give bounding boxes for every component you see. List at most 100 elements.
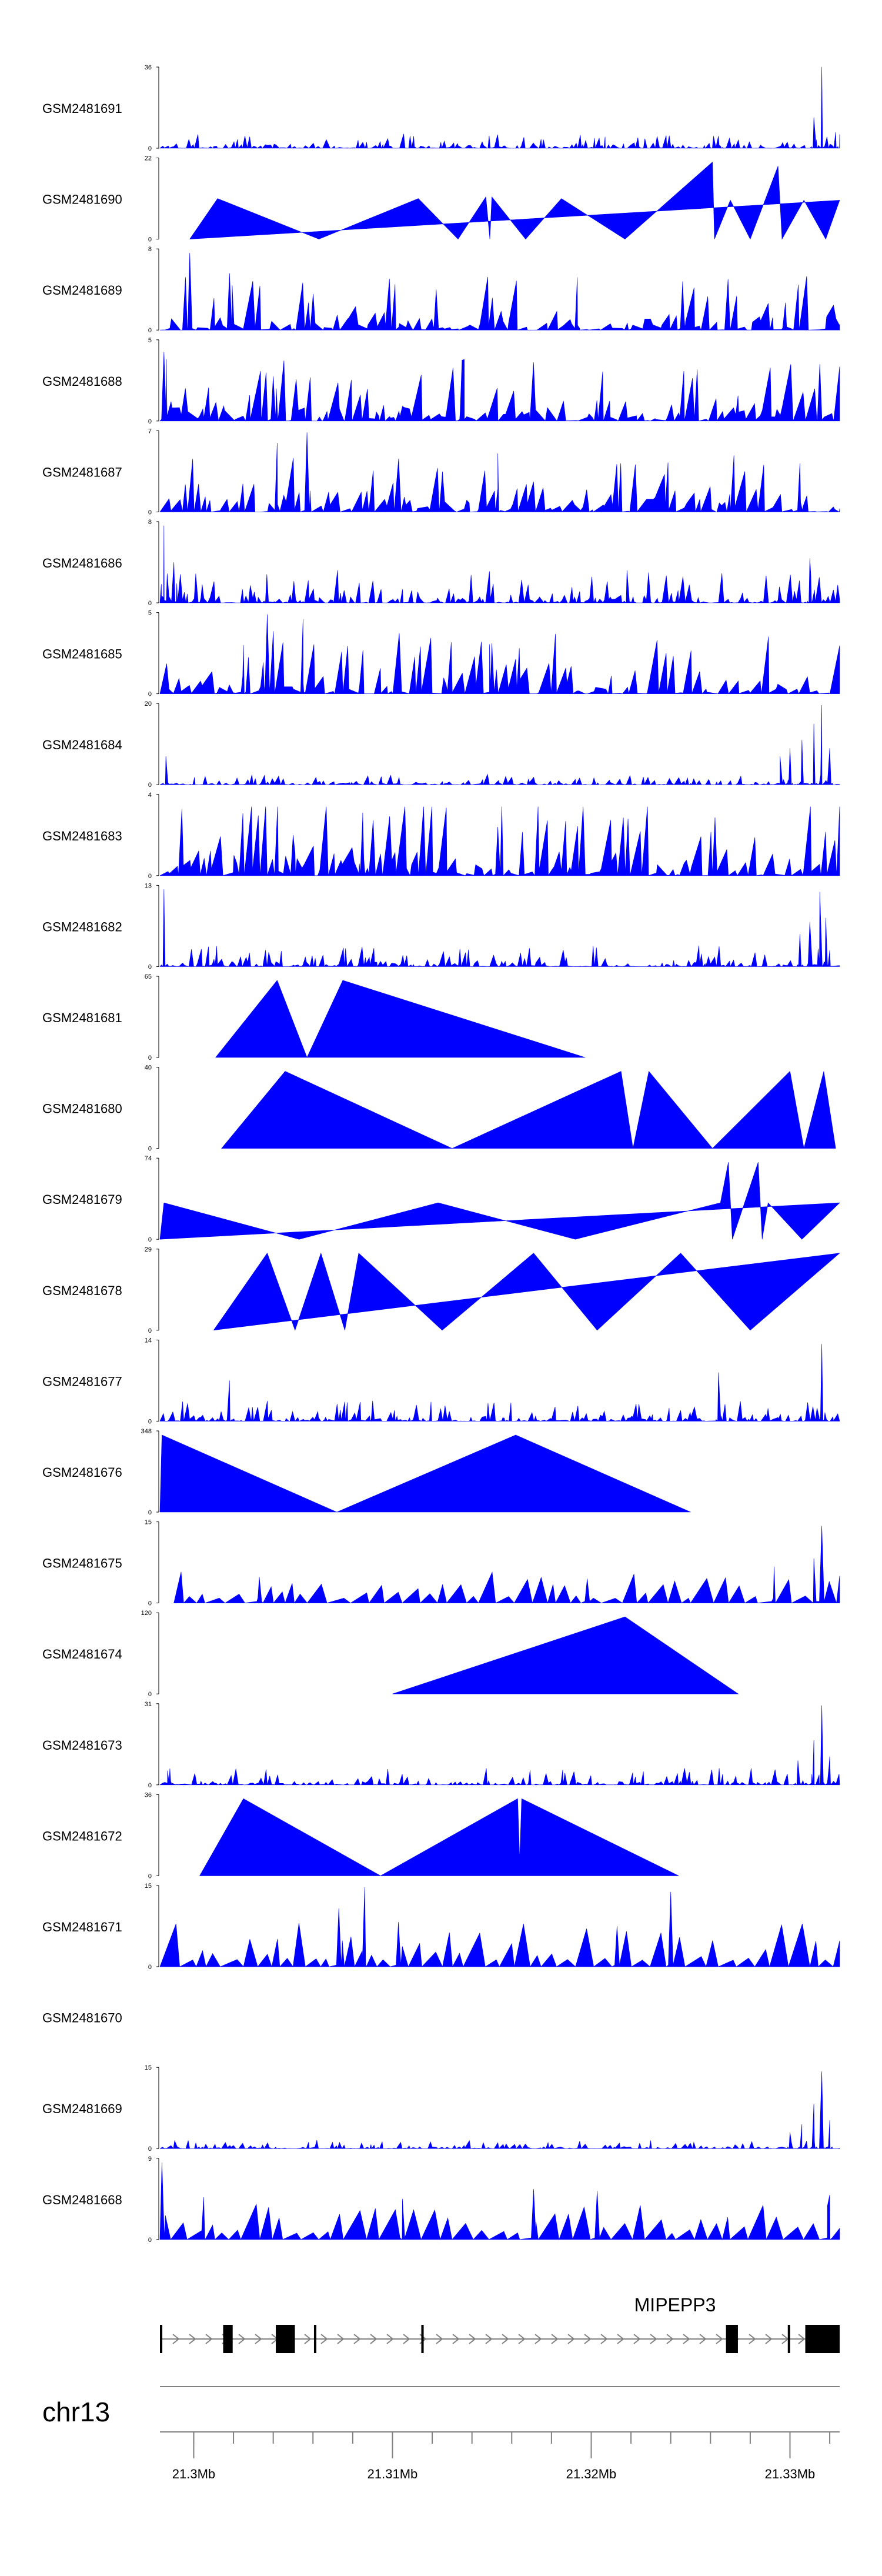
signal-area (159, 806, 840, 876)
strand-chevron (716, 2334, 723, 2344)
axis-tick-label: 21.32Mb (566, 2467, 617, 2481)
track-GSM2481680: GSM2481680 40 0 (42, 1065, 836, 1153)
y-max-label: 22 (145, 155, 152, 162)
signal-area (159, 352, 840, 422)
track-GSM2481687: GSM2481687 7 0 (42, 428, 840, 516)
gene-exon (160, 2325, 163, 2353)
y-max-label: 8 (148, 246, 152, 253)
track-GSM2481674: GSM2481674 120 0 (42, 1610, 739, 1698)
signal-area (392, 1616, 739, 1694)
gene-exon (421, 2325, 424, 2353)
signal-area (213, 1252, 840, 1331)
strand-chevron (370, 2334, 377, 2344)
signal-area (159, 66, 840, 149)
track-label: GSM2481684 (42, 738, 122, 752)
strand-chevron (469, 2334, 476, 2344)
y-min-label: 0 (148, 1236, 152, 1243)
track-label: GSM2481686 (42, 556, 122, 570)
gene-track: MIPEPP3 (160, 2294, 840, 2353)
track-label: GSM2481679 (42, 1192, 122, 1207)
y-max-label: 9 (148, 2155, 152, 2163)
y-max-label: 15 (145, 1519, 152, 1526)
gene-exon (313, 2325, 317, 2353)
y-max-label: 15 (145, 1883, 152, 1890)
strand-chevron (534, 2334, 542, 2344)
strand-chevron (749, 2334, 756, 2344)
strand-chevron (683, 2334, 690, 2344)
signal-tracks: GSM2481691360GSM2481690220GSM248168980GS… (42, 64, 840, 2244)
track-GSM2481672: GSM2481672 36 0 (42, 1791, 679, 1880)
chromosome-label: chr13 (42, 2397, 110, 2427)
strand-chevron (320, 2334, 328, 2344)
y-min-label: 0 (148, 1873, 152, 1880)
signal-area (159, 889, 840, 967)
track-label: GSM2481677 (42, 1374, 122, 1389)
gene-label: MIPEPP3 (634, 2294, 716, 2315)
track-label: GSM2481689 (42, 283, 122, 298)
track-GSM2481682: GSM2481682 13 0 (42, 882, 840, 970)
track-GSM2481673: GSM2481673 31 0 (42, 1701, 840, 1789)
track-GSM2481689: GSM2481689 8 0 (42, 246, 840, 334)
strand-chevron (205, 2334, 213, 2344)
strand-chevron (436, 2334, 443, 2344)
signal-area (159, 525, 840, 604)
axis-tick-label: 21.33Mb (765, 2467, 816, 2481)
y-max-label: 120 (141, 1610, 152, 1617)
strand-chevron (353, 2334, 361, 2344)
y-min-label: 0 (148, 145, 152, 152)
track-label: GSM2481691 (42, 101, 122, 116)
track-GSM2481690: GSM2481690 22 0 (42, 155, 840, 243)
y-max-label: 40 (145, 1065, 152, 1072)
signal-area (159, 1705, 840, 1786)
strand-chevron (238, 2334, 246, 2344)
strand-chevron (518, 2334, 526, 2344)
gene-exon (223, 2325, 233, 2353)
y-max-label: 7 (148, 428, 152, 435)
strand-chevron (386, 2334, 394, 2344)
track-GSM2481688: GSM2481688 5 0 (42, 337, 840, 425)
track-GSM2481683: GSM2481683 4 0 (42, 792, 840, 880)
signal-area (159, 1162, 840, 1240)
strand-chevron (798, 2334, 806, 2344)
strand-chevron (551, 2334, 559, 2344)
track-label: GSM2481682 (42, 919, 122, 934)
y-max-label: 65 (145, 973, 152, 980)
y-min-label: 0 (148, 418, 152, 425)
track-label: GSM2481669 (42, 2101, 122, 2116)
y-min-label: 0 (148, 600, 152, 607)
y-min-label: 0 (148, 1327, 152, 1334)
track-GSM2481668: GSM2481668 9 0 (42, 2155, 840, 2244)
signal-area (159, 614, 840, 695)
y-min-label: 0 (148, 1782, 152, 1789)
strand-chevron (650, 2334, 657, 2344)
y-min-label: 0 (148, 782, 152, 789)
strand-chevron (255, 2334, 262, 2344)
strand-chevron (502, 2334, 509, 2344)
track-GSM2481691: GSM2481691 36 0 (42, 64, 840, 152)
signal-area (159, 705, 840, 786)
y-min-label: 0 (148, 1055, 152, 1062)
track-GSM2481670: GSM2481670 (42, 2011, 122, 2026)
gene-exon (805, 2325, 840, 2353)
y-min-label: 0 (148, 873, 152, 880)
track-label: GSM2481673 (42, 1738, 122, 1753)
track-label: GSM2481690 (42, 192, 122, 207)
y-max-label: 5 (148, 337, 152, 344)
signal-area (159, 2071, 840, 2150)
track-label: GSM2481687 (42, 465, 122, 479)
y-min-label: 0 (148, 327, 152, 334)
track-GSM2481671: GSM2481671 15 0 (42, 1883, 840, 1971)
y-max-label: 15 (145, 2064, 152, 2071)
y-min-label: 0 (148, 1691, 152, 1698)
track-label: GSM2481676 (42, 1465, 122, 1480)
track-GSM2481678: GSM2481678 29 0 (42, 1246, 840, 1334)
signal-area (159, 253, 840, 331)
gene-exon (726, 2325, 738, 2353)
strand-chevron (172, 2334, 180, 2344)
track-GSM2481677: GSM2481677 14 0 (42, 1337, 840, 1425)
track-label: GSM2481685 (42, 647, 122, 662)
y-min-label: 0 (148, 509, 152, 516)
track-GSM2481675: GSM2481675 15 0 (42, 1519, 840, 1607)
signal-area (189, 161, 840, 240)
track-label: GSM2481681 (42, 1010, 122, 1025)
